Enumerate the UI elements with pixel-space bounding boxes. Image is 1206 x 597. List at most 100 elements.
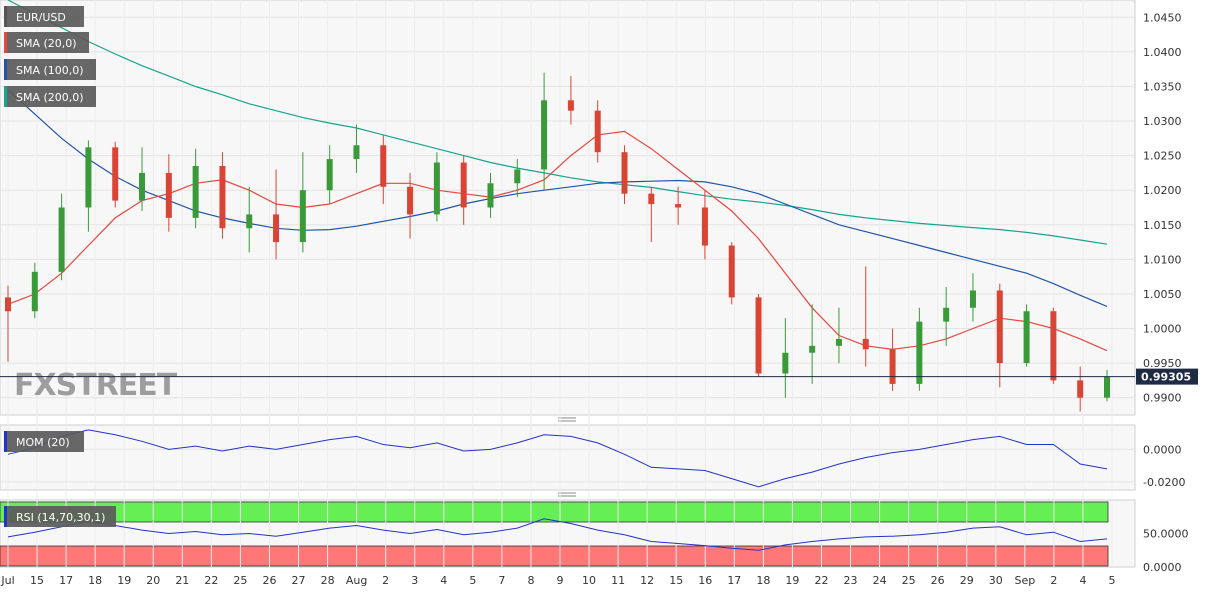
- candle: [1050, 307, 1057, 384]
- x-tick-label: 15: [30, 574, 44, 587]
- price-y-tick: 1.0400: [1143, 46, 1182, 59]
- watermark-text: FXSTREET: [14, 368, 178, 403]
- x-tick-label: 18: [88, 574, 102, 587]
- legend-sma-20[interactable]: SMA (20,0): [4, 32, 89, 53]
- x-tick-label: 4: [440, 574, 447, 587]
- candle: [889, 328, 896, 391]
- x-tick-label: 16: [698, 574, 712, 587]
- legend-sma-200-label: SMA (200,0): [16, 91, 84, 104]
- price-y-tick: 1.0300: [1143, 115, 1182, 128]
- candle: [487, 172, 494, 218]
- candle: [594, 100, 601, 163]
- legend-mom[interactable]: MOM (20): [4, 431, 84, 452]
- x-tick-label: 10: [582, 574, 596, 587]
- price-y-tick: 0.9950: [1143, 357, 1182, 370]
- candle-body: [594, 110, 601, 153]
- candle-body: [996, 290, 1003, 364]
- mom-y-tick: 0.0000: [1143, 443, 1182, 456]
- x-tick-label: 24: [873, 574, 887, 587]
- candle-body: [380, 145, 387, 187]
- candle: [460, 155, 467, 225]
- legend-eurusd-swatch: [4, 6, 7, 27]
- x-tick-label: 2: [1050, 574, 1057, 587]
- candle: [380, 134, 387, 205]
- legend-rsi-swatch: [4, 506, 7, 527]
- rsi-y-tick: 0.0000: [1143, 561, 1182, 574]
- candle: [809, 304, 816, 384]
- x-tick-label: 3: [411, 574, 418, 587]
- legend-mom-swatch: [4, 431, 7, 452]
- candle: [728, 242, 735, 305]
- candle: [85, 140, 92, 232]
- candle: [862, 266, 869, 367]
- candle: [701, 190, 708, 260]
- legend-sma-200[interactable]: SMA (200,0): [4, 86, 96, 107]
- x-tick-label: Aug: [346, 574, 367, 587]
- rsi-line: [7, 518, 1108, 551]
- candle: [969, 273, 976, 322]
- candle: [407, 172, 414, 239]
- candle-body: [192, 166, 199, 218]
- candle-body: [701, 207, 708, 246]
- legend-sma-20-label: SMA (20,0): [16, 37, 77, 50]
- panel-resize-handle-1[interactable]: [558, 417, 576, 422]
- candle: [675, 186, 682, 225]
- x-tick-label: 25: [902, 574, 916, 587]
- candle-body: [1104, 376, 1110, 398]
- candle-body: [809, 345, 816, 353]
- legend-eurusd-bg: [4, 6, 84, 27]
- legend-sma-100-bg: [4, 59, 96, 80]
- candle-body: [621, 152, 628, 194]
- candle-body: [487, 183, 494, 208]
- sma-200-line: [7, 0, 1108, 245]
- candle-body: [675, 204, 682, 208]
- legend[interactable]: EUR/USD SMA (20,0) SMA (100,0) SMA (200,0) M…: [4, 6, 116, 527]
- x-tick-label: 26: [262, 574, 276, 587]
- candle-body: [1050, 311, 1057, 381]
- x-tick-label: 4: [1079, 574, 1086, 587]
- panel-resize-handle-2[interactable]: [558, 492, 576, 497]
- candle-body: [299, 190, 306, 243]
- x-tick-label: Jul: [0, 574, 14, 587]
- x-tick-label: 17: [59, 574, 73, 587]
- price-y-tick: 1.0150: [1143, 219, 1182, 232]
- x-tick-label: 26: [931, 574, 945, 587]
- candle: [943, 287, 950, 346]
- legend-rsi[interactable]: RSI (14,70,30,1): [4, 506, 116, 527]
- candle-body: [889, 349, 896, 384]
- candle-body: [219, 166, 226, 229]
- candle-body: [112, 147, 119, 201]
- candle-body: [139, 172, 146, 201]
- grid-lines: [0, 0, 1135, 567]
- candle: [1023, 304, 1030, 367]
- candle: [219, 152, 226, 239]
- candle: [299, 152, 306, 253]
- x-tick-label: 20: [146, 574, 160, 587]
- candle: [165, 154, 172, 232]
- x-tick-label: 27: [292, 574, 306, 587]
- x-tick-label: 5: [1109, 574, 1116, 587]
- legend-mom-bg: [4, 431, 84, 452]
- candle: [353, 124, 360, 173]
- sma-20-line: [7, 130, 1108, 352]
- last-price-line: 0.99305: [0, 368, 1198, 385]
- x-tick-label: 19: [117, 574, 131, 587]
- mom-panel: [0, 424, 1136, 491]
- candle-body: [85, 147, 92, 208]
- legend-sma-100[interactable]: SMA (100,0): [4, 59, 96, 80]
- candle-body: [728, 245, 735, 298]
- candle: [31, 262, 38, 319]
- x-tick-label: 21: [175, 574, 189, 587]
- legend-eurusd[interactable]: EUR/USD: [4, 6, 84, 27]
- x-tick-label: 8: [527, 574, 534, 587]
- candle: [5, 285, 11, 362]
- legend-sma-100-label: SMA (100,0): [16, 64, 84, 77]
- x-tick-label: 30: [989, 574, 1003, 587]
- rsi-y-tick: 50.0000: [1143, 528, 1189, 541]
- x-tick-label: 25: [233, 574, 247, 587]
- price-y-tick: 1.0000: [1143, 323, 1182, 336]
- candle: [1104, 370, 1110, 402]
- candle-body: [567, 100, 574, 111]
- candles: [5, 72, 1110, 412]
